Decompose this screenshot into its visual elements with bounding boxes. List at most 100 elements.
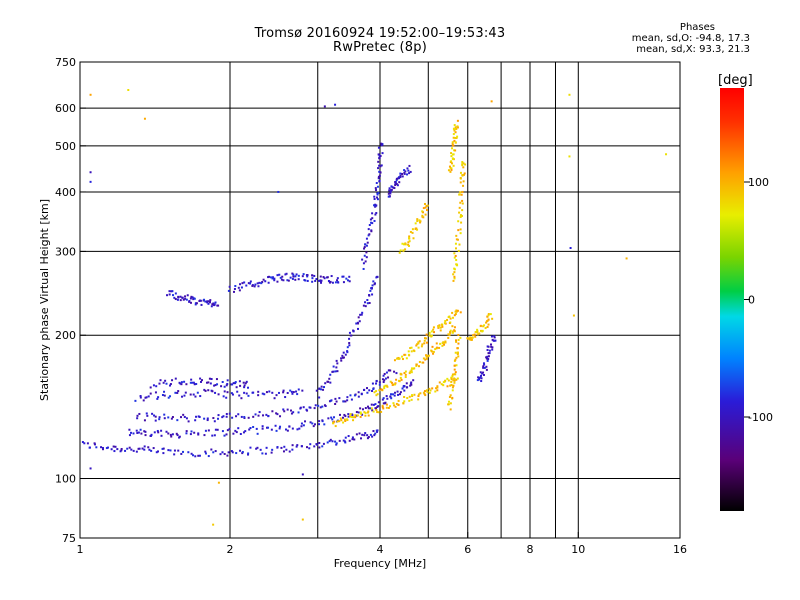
scatter-point-o [207,429,210,432]
scatter-point-o [371,212,374,215]
scatter-point-x [398,380,401,383]
scatter-point-x [453,381,456,384]
scatter-point-o [167,396,170,399]
scatter-point-o [290,412,293,415]
scatter-point-x [460,193,463,196]
scatter-point-x [416,218,419,221]
scatter-point-o [408,172,411,175]
scatter-point-x [423,202,426,205]
scatter-point-x [356,414,359,417]
scatter-point-o [210,448,213,451]
scatter-point-o [241,451,244,454]
scatter-point-x [464,163,467,166]
scatter-point-o [179,299,182,302]
scatter-point-x [490,100,493,103]
scatter-point-o [390,393,393,396]
scatter-point-o [332,370,335,373]
scatter-point-x [427,354,430,357]
scatter-point-o [363,247,366,250]
scatter-point-o [487,355,490,358]
scatter-point-o [491,348,494,351]
scatter-point-o [143,445,146,448]
scatter-point-o [477,376,480,379]
scatter-point-o [408,164,411,167]
scatter-point-x [447,400,450,403]
scatter-point-x [455,128,458,131]
scatter-point-x [381,406,384,409]
scatter-point-x [450,155,453,158]
scatter-point-o [305,408,308,411]
scatter-point-o [382,402,385,405]
chart-title: Tromsø 20160924 19:52:00–19:53:43 [254,26,506,41]
scatter-point-x [453,379,456,382]
scatter-point-x [425,337,428,340]
scatter-point-o [196,391,199,394]
scatter-point-o [318,446,321,449]
scatter-point-o [177,295,180,298]
scatter-point-o [173,296,176,299]
scatter-point-o [214,301,217,304]
scatter-point-x [457,229,460,232]
scatter-point-o [393,391,396,394]
scatter-point-o [399,391,402,394]
scatter-point-o [364,260,367,263]
scatter-point-o [329,280,332,283]
scatter-point-o [143,448,146,451]
scatter-point-o [393,394,396,397]
scatter-point-o [153,414,156,417]
scatter-point-x [471,336,474,339]
scatter-point-x [452,164,455,167]
scatter-point-o [283,410,286,413]
scatter-point-o [323,277,326,280]
scatter-point-o [361,433,364,436]
scatter-point-x [423,342,426,345]
scatter-point-x [443,341,446,344]
scatter-point-x [349,413,352,416]
scatter-point-o [145,412,148,415]
scatter-point-x [568,93,571,96]
scatter-point-x [411,228,414,231]
scatter-point-o [301,275,304,278]
scatter-point-o [208,300,211,303]
scatter-point-x [455,364,458,367]
scatter-point-o [479,376,482,379]
scatter-point-o [401,172,404,175]
scatter-point-x [448,165,451,168]
scatter-point-o [257,414,260,417]
scatter-point-o [309,406,312,409]
scatter-point-o [375,196,378,199]
scatter-point-o [159,379,162,382]
scatter-point-x [375,394,378,397]
scatter-point-o [237,286,240,289]
scatter-point-x [424,213,427,216]
scatter-point-o [141,447,144,450]
scatter-point-x [463,172,466,175]
scatter-point-x [410,346,413,349]
scatter-point-o [213,303,216,306]
scatter-point-x [424,337,427,340]
scatter-point-o [338,413,341,416]
scatter-point-x [428,334,431,337]
scatter-point-o [389,192,392,195]
colorbar [720,88,744,511]
scatter-point-x [334,425,337,428]
scatter-point-o [361,413,364,416]
scatter-point-o [371,293,374,296]
scatter-point-o [247,394,250,397]
scatter-point-o [240,415,243,418]
scatter-point-o [374,203,377,206]
y-axis-ticks: 75 100 200 300 400 500 600 750 [55,56,86,545]
scatter-point-o [406,167,409,170]
y-tick-label: 400 [55,186,76,199]
scatter-point-x [456,119,459,122]
scatter-point-o [93,443,96,446]
scatter-point-o [257,285,260,288]
scatter-point-o [158,382,161,385]
scatter-point-o [171,433,174,436]
scatter-point-x [456,351,459,354]
scatter-point-x [416,343,419,346]
scatter-point-x [450,168,453,171]
scatter-point-x [413,367,416,370]
scatter-point-o [177,449,180,452]
scatter-point-x [479,324,482,327]
